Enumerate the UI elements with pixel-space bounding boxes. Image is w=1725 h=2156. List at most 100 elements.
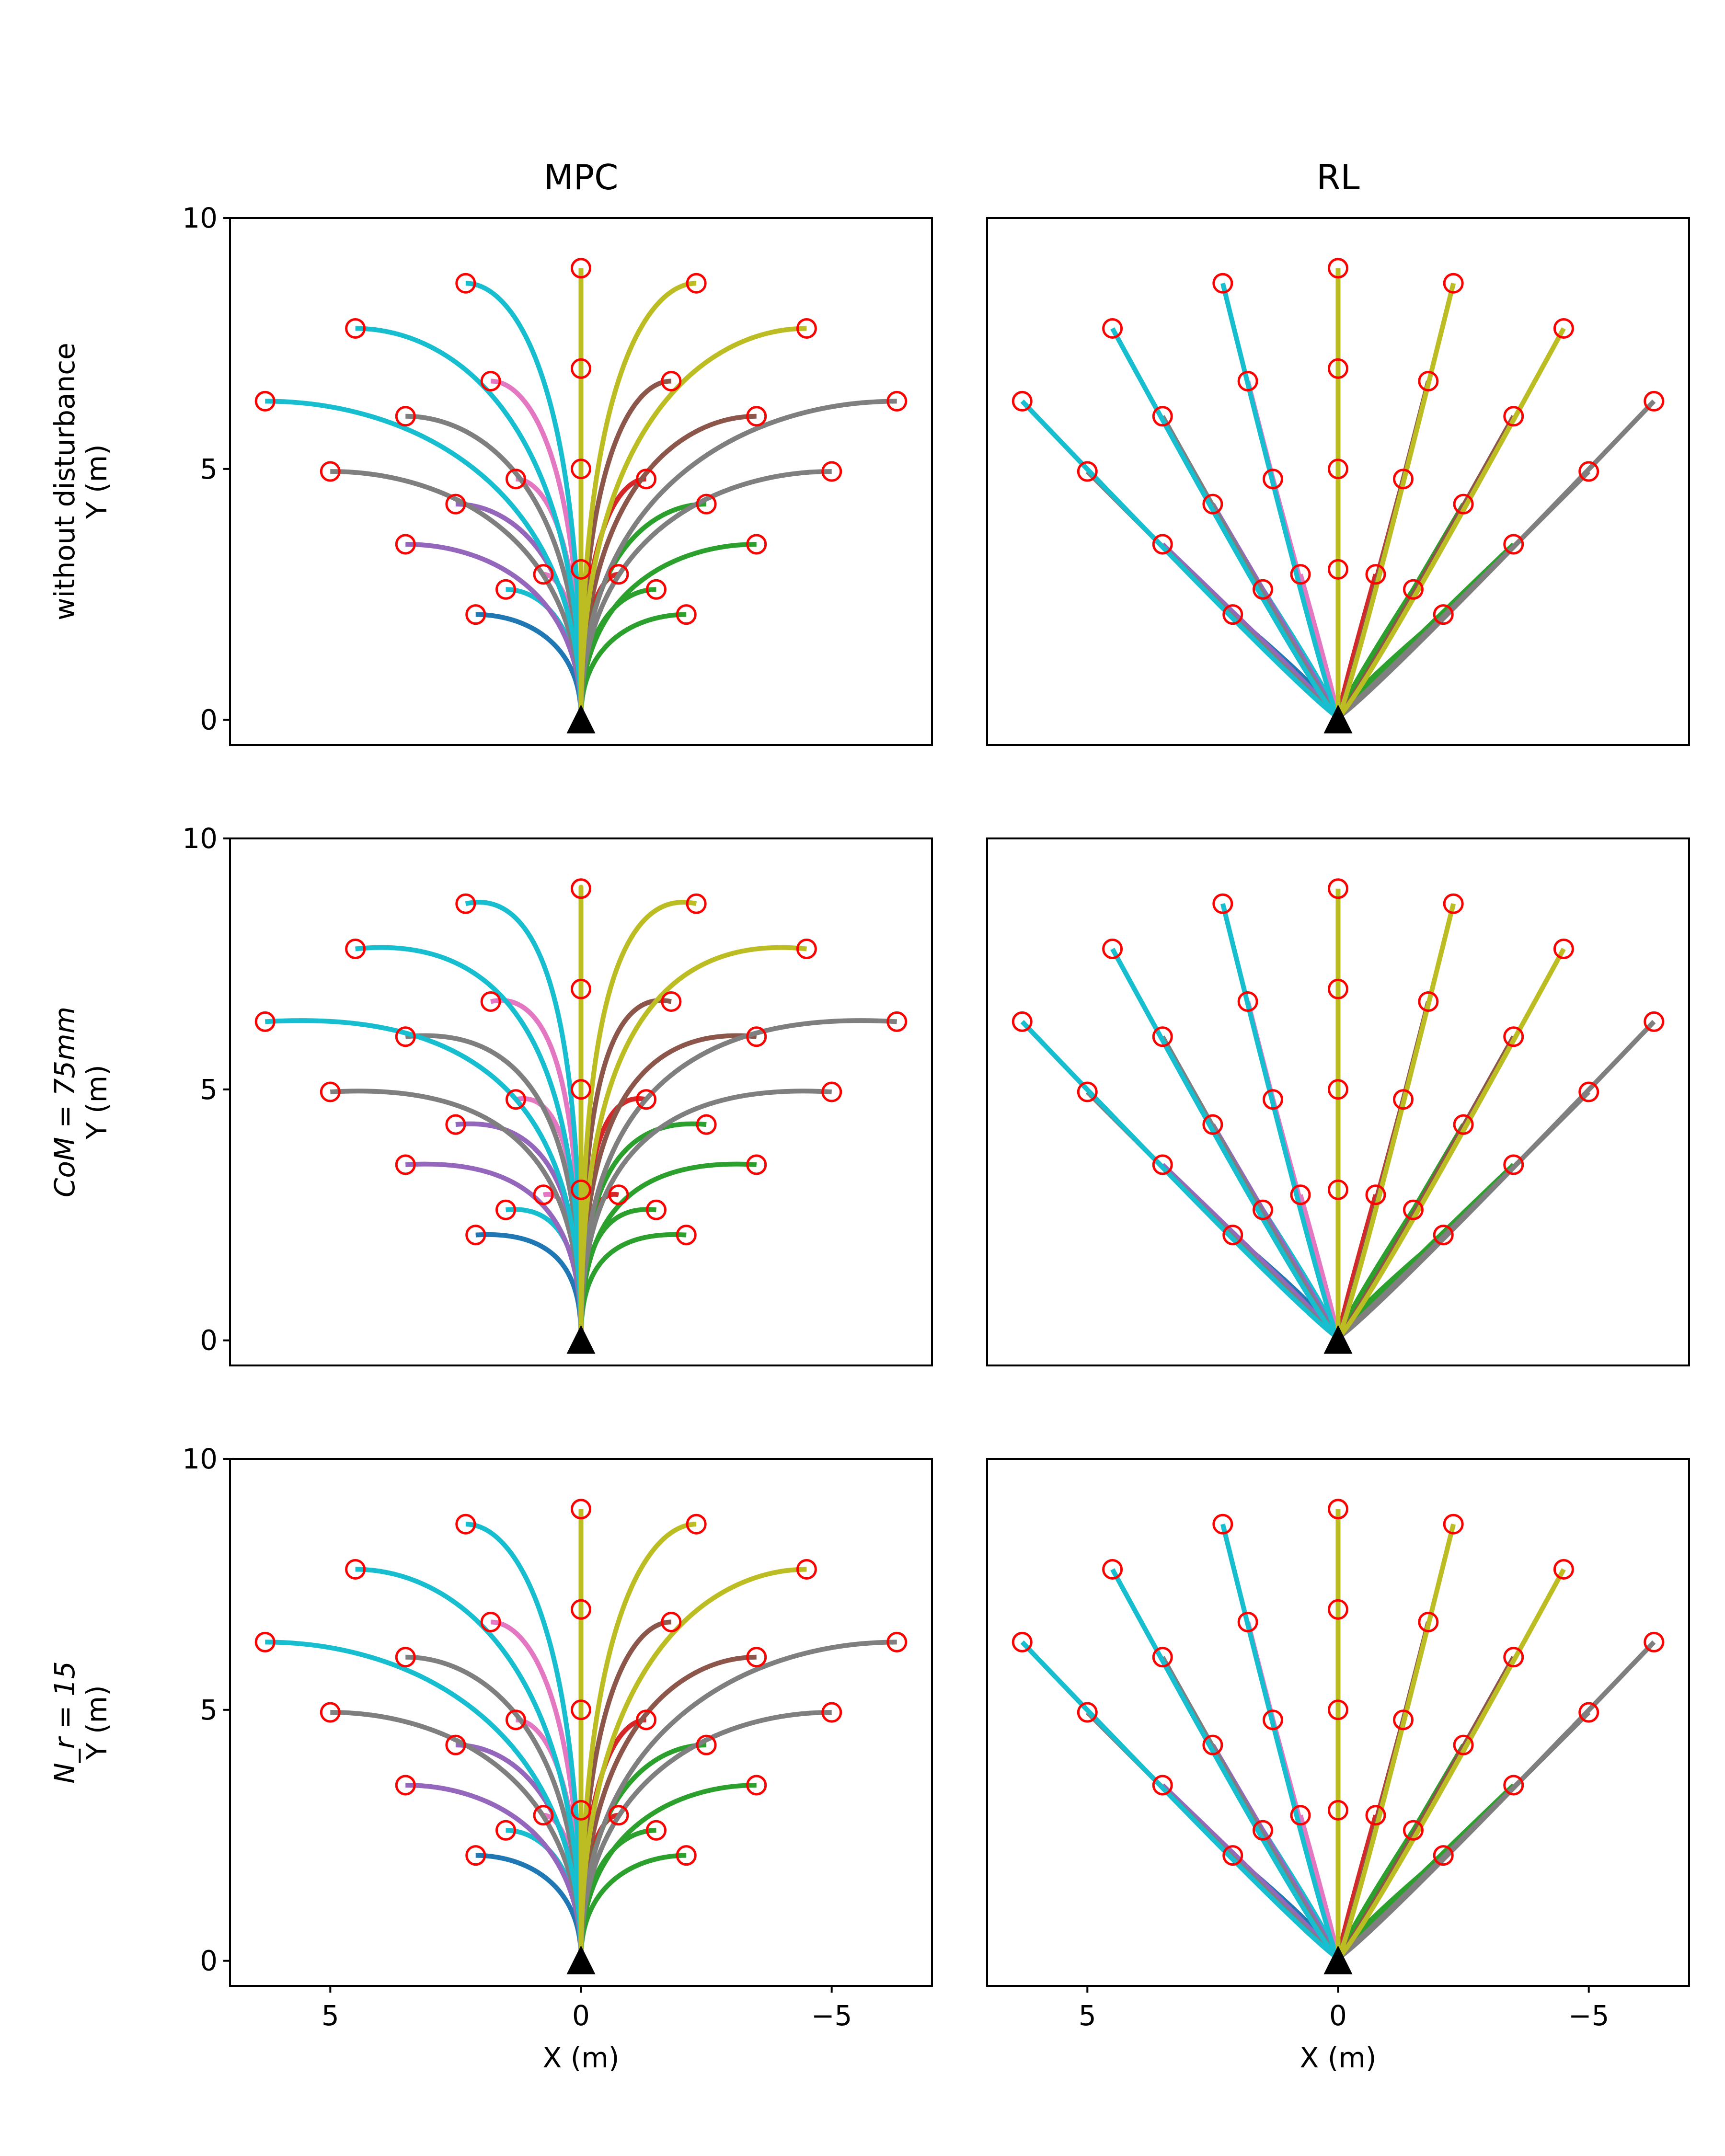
axes-frame <box>986 837 1690 1366</box>
goal-marker <box>1102 318 1123 339</box>
goal-marker <box>1644 1011 1665 1032</box>
goal-marker <box>1393 1089 1414 1110</box>
x-tick-label: 0 <box>572 1999 590 2032</box>
goal-marker <box>886 390 908 412</box>
trajectory-line <box>1110 948 1340 1340</box>
goal-marker <box>1503 1154 1524 1175</box>
goal-marker <box>1365 1184 1386 1205</box>
goal-marker <box>1328 878 1348 899</box>
goal-marker <box>1453 1114 1474 1135</box>
trajectory-line <box>578 326 807 718</box>
goal-marker <box>1077 1702 1098 1723</box>
goal-marker <box>1443 1514 1464 1535</box>
trajectory-line <box>1020 399 1340 720</box>
goal-marker <box>1403 1820 1424 1841</box>
goal-marker <box>465 1845 486 1866</box>
goal-marker <box>1553 938 1574 959</box>
goal-marker <box>1503 1026 1524 1047</box>
goal-marker <box>696 1114 717 1135</box>
goal-marker <box>480 370 501 391</box>
start-marker <box>566 1945 596 1974</box>
goal-marker <box>696 493 717 515</box>
goal-marker <box>746 1154 767 1175</box>
goal-marker <box>1222 1845 1243 1866</box>
goal-marker <box>1328 1599 1348 1620</box>
goal-marker <box>636 1709 657 1731</box>
goal-marker <box>1365 564 1386 585</box>
goal-marker <box>1644 390 1665 412</box>
goal-marker <box>1012 1011 1033 1032</box>
goal-marker <box>495 1199 517 1220</box>
goal-marker <box>495 1820 517 1841</box>
goal-marker <box>1503 1647 1524 1668</box>
goal-marker <box>661 1611 682 1632</box>
trajectory-line <box>265 1640 584 1959</box>
trajectory-line <box>578 1232 687 1338</box>
goal-marker <box>676 1845 697 1866</box>
trajectory-line <box>330 1710 584 1959</box>
trajectory-line <box>1336 903 1456 1339</box>
trajectory-line <box>264 1018 584 1338</box>
trajectory-line <box>1110 1568 1340 1961</box>
goal-marker <box>1453 493 1474 515</box>
goal-marker <box>320 461 341 482</box>
goal-marker <box>395 1647 416 1668</box>
goal-marker <box>505 1089 526 1110</box>
goal-marker <box>1077 1081 1098 1102</box>
panel-rl-2: 5 0 −5 X (m) <box>986 1458 1690 2074</box>
trajectory-line <box>1336 1640 1656 1961</box>
goal-marker <box>1328 358 1348 379</box>
row-condition-label: N_r = 15 <box>48 1661 81 1784</box>
x-tick-label: 5 <box>322 1999 339 2032</box>
goal-marker <box>571 1179 591 1200</box>
goal-marker <box>1503 1775 1524 1796</box>
axes-frame <box>229 217 933 746</box>
goal-marker <box>1328 258 1348 279</box>
goal-marker <box>254 1011 276 1032</box>
y-axis-label: Y (m) <box>80 1065 113 1140</box>
trajectory-line <box>1220 903 1340 1339</box>
goal-marker <box>1328 1179 1348 1200</box>
x-axis-label: X (m) <box>1300 2041 1377 2074</box>
trajectory-line <box>330 469 584 718</box>
goal-marker <box>1102 1559 1123 1580</box>
goal-marker <box>395 406 416 427</box>
goal-marker <box>1152 1154 1173 1175</box>
goal-marker <box>1290 1805 1311 1826</box>
goal-marker <box>254 1631 276 1652</box>
goal-marker <box>1328 1079 1348 1100</box>
trajectory-line <box>465 1522 584 1959</box>
goal-marker <box>746 1775 767 1796</box>
trajectory-line <box>1020 1640 1340 1961</box>
y-tick-label: 0 <box>200 1324 218 1357</box>
goal-marker <box>395 1775 416 1796</box>
goal-marker <box>686 893 707 914</box>
panels: 0 5 10 0 5 10 0 5 10 5 0 −5 X (m) 5 0 −5 X (m) <box>182 202 1690 2074</box>
goal-marker <box>1262 1089 1283 1110</box>
goal-marker <box>661 991 682 1012</box>
goal-marker <box>1237 991 1258 1012</box>
goal-marker <box>676 1225 697 1246</box>
goal-marker <box>455 893 476 914</box>
axes-frame <box>986 217 1690 746</box>
goal-marker <box>796 318 817 339</box>
goal-marker <box>1152 1026 1173 1047</box>
goal-marker <box>345 1559 366 1580</box>
goal-marker <box>1012 1631 1033 1652</box>
goal-marker <box>1418 991 1439 1012</box>
goal-marker <box>445 1734 466 1755</box>
goal-marker <box>1365 1805 1386 1826</box>
goal-marker <box>645 579 667 600</box>
goal-marker <box>1328 559 1348 580</box>
goal-marker <box>1152 1647 1173 1668</box>
x-axis-label: X (m) <box>543 2041 620 2074</box>
trajectory-line <box>1336 1568 1566 1961</box>
goal-marker <box>1418 1611 1439 1632</box>
goal-marker <box>746 406 767 427</box>
y-tick-label: 5 <box>200 1694 218 1726</box>
trajectory-line <box>475 1232 584 1338</box>
goal-marker <box>571 1599 591 1620</box>
goal-marker <box>746 1647 767 1668</box>
trajectory-line <box>578 1018 897 1338</box>
